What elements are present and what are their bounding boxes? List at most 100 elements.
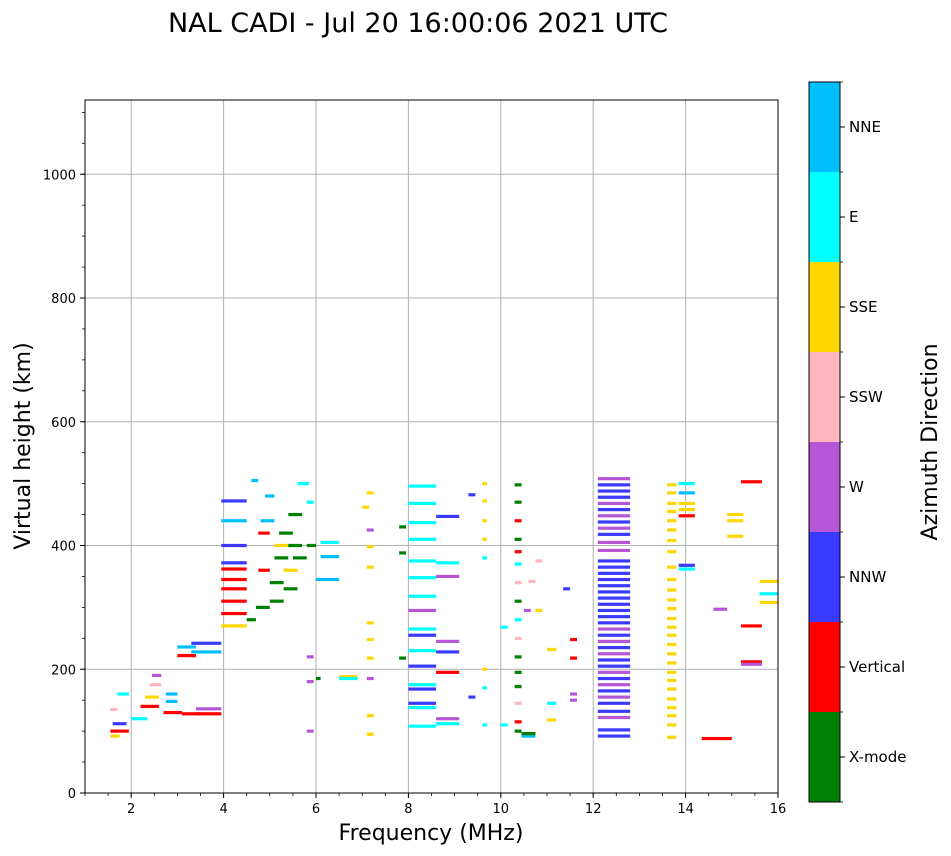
echo-segment-x-mode (514, 655, 522, 659)
echo-segment-w (597, 548, 631, 553)
echo-segment-sse (366, 545, 374, 549)
echo-segment-x-mode (514, 599, 522, 603)
echo-segment-nne (260, 519, 275, 523)
echo-segment-x-mode (514, 729, 522, 733)
echo-segment-x-mode (399, 656, 407, 660)
echo-segment-sse (366, 491, 374, 495)
colorbar-swatch-sse (809, 262, 840, 352)
echo-segment-vertical (570, 637, 578, 642)
echo-segment-nnw (597, 734, 631, 738)
echo-segment-ssw (535, 559, 543, 563)
echo-segment-sse (667, 565, 677, 569)
echo-segment-w (597, 477, 631, 481)
echo-segment-x-mode (288, 543, 303, 548)
echo-segment-nnw (468, 493, 476, 497)
echo-segment-sse (759, 600, 778, 605)
echo-segment-nnw (408, 687, 437, 691)
echo-segment-nnw (563, 587, 571, 591)
echo-segment-vertical (741, 660, 762, 664)
echo-segment-sse (366, 714, 374, 718)
echo-segment-x-mode (288, 512, 303, 517)
x-tick-label: 2 (127, 802, 135, 817)
echo-segment-ssw (149, 683, 162, 687)
echo-segment-nne (177, 645, 196, 649)
echo-segment-vertical (182, 712, 201, 716)
echo-segment-nnw (597, 495, 631, 499)
echo-segment-nnw (678, 563, 695, 567)
echo-segment-e (339, 676, 358, 681)
echo-segment-w (306, 729, 314, 733)
y-axis-label: Virtual height (km) (11, 342, 36, 549)
echo-segment-w (597, 695, 631, 699)
echo-segment-vertical (514, 550, 522, 554)
echo-segment-w (366, 528, 374, 532)
colorbar-frame (808, 81, 841, 803)
echo-segment-sse (667, 577, 677, 582)
echo-segment-sse (482, 482, 487, 486)
echo-segment-ssw (528, 579, 536, 583)
echo-segment-nnw (408, 664, 437, 668)
echo-segment-w (570, 698, 578, 702)
echo-segment-x-mode (279, 531, 293, 535)
echo-segment-sse (667, 607, 677, 611)
echo-segment-x-mode (514, 537, 522, 541)
echo-segment-sse (667, 670, 677, 674)
echo-segment-sse (667, 501, 677, 506)
echo-segment-e (408, 521, 437, 525)
echo-segment-x-mode (292, 556, 307, 560)
echo-segment-sse (667, 538, 677, 543)
y-tick-label: 600 (51, 416, 76, 431)
echo-segment-e (500, 723, 508, 727)
echo-segment-w (597, 683, 631, 687)
echo-segment-e (131, 717, 148, 721)
echo-segment-nnw (597, 728, 631, 732)
echo-segment-ssw (514, 636, 522, 640)
echo-segment-e (117, 692, 129, 696)
echo-segment-w (597, 627, 631, 631)
colorbar-swatch-ssw (809, 352, 840, 442)
y-tick-label: 400 (51, 540, 76, 555)
echo-segment-nnw (597, 590, 631, 594)
echo-segment-sse (667, 528, 677, 532)
echo-segment-e (482, 556, 487, 560)
echo-segment-sse (667, 519, 677, 523)
echo-segment-w (741, 662, 762, 666)
colorbar-swatch-w (809, 442, 840, 532)
echo-segment-sse (667, 723, 677, 727)
echo-segment-x-mode (255, 605, 270, 609)
echo-segment-sse (667, 687, 677, 691)
echo-segment-w (151, 673, 162, 678)
echo-segment-w (597, 540, 631, 545)
echo-segment-w (408, 608, 437, 613)
echo-segment-e (514, 618, 522, 622)
echo-segment-vertical (221, 599, 247, 603)
y-axis-ticks: 0 200 400 600 800 1000 (43, 111, 85, 802)
echo-segment-w (597, 639, 631, 644)
echo-segment-e (482, 686, 487, 690)
azimuth-colorbar: X-mode Vertical NNW W SSW SSE E NNE (808, 81, 906, 803)
chart-title: NAL CADI - Jul 20 16:00:06 2021 UTC (168, 8, 668, 39)
echo-segment-nnw (221, 561, 247, 565)
echo-segment-sse (667, 616, 677, 621)
echo-segment-sse (667, 735, 677, 739)
x-tick-label: 12 (585, 802, 602, 817)
echo-segment-sse (221, 624, 247, 628)
echo-segment-w (195, 707, 222, 711)
colorbar-label-nne: NNE (849, 118, 881, 136)
echo-segment-vertical (741, 480, 762, 484)
colorbar-swatch-e (809, 172, 840, 262)
echo-segment-e (408, 576, 437, 580)
echo-segment-vertical (177, 654, 196, 658)
echo-segment-x-mode (521, 732, 536, 736)
echo-segment-vertical (258, 568, 270, 572)
echo-segment-e (408, 501, 437, 506)
echo-segment-nnw (597, 489, 631, 493)
colorbar-label-nnw: NNW (849, 568, 886, 586)
echo-segment-x-mode (514, 670, 522, 674)
x-tick-label: 8 (404, 802, 412, 817)
echo-segment-nne (678, 491, 695, 495)
echo-segment-vertical (436, 670, 460, 674)
echo-segment-nnw (597, 658, 631, 662)
echo-segment-sse (727, 534, 744, 538)
